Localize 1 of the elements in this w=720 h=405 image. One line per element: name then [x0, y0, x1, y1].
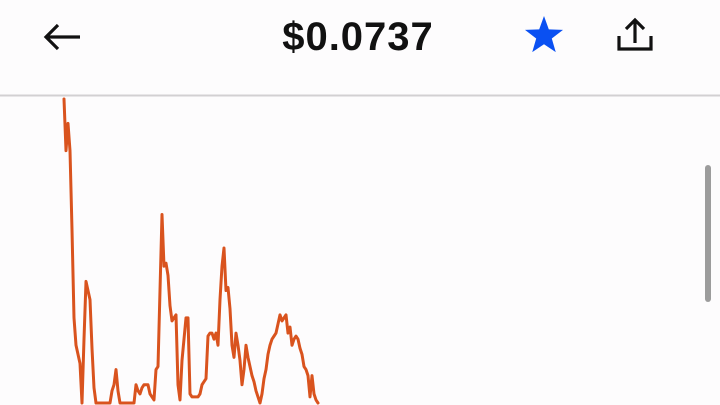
- chart-title: $0.0737: [282, 15, 434, 59]
